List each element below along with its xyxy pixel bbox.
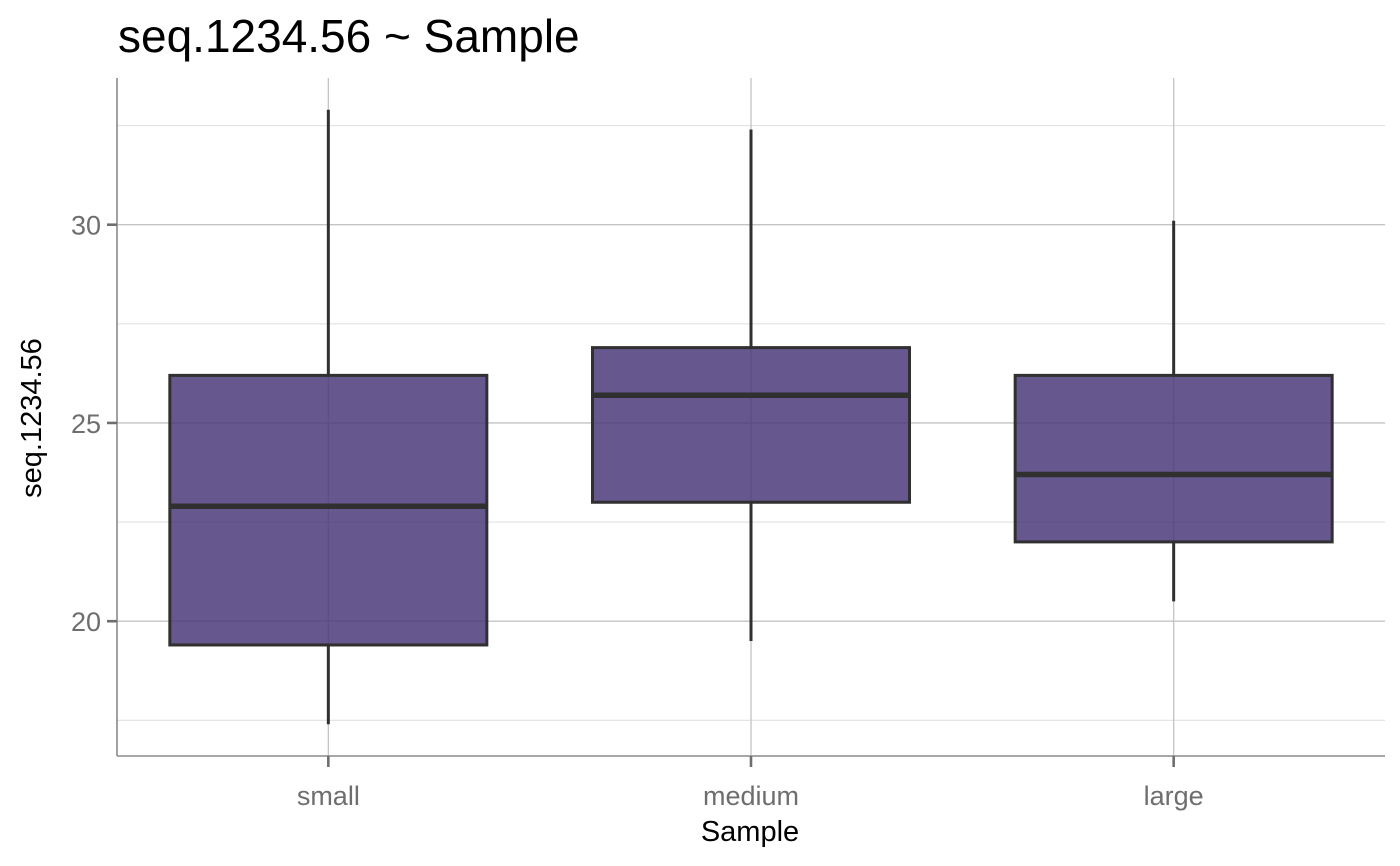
y-tick-label: 20 (71, 607, 101, 637)
x-tick-label: small (297, 781, 360, 811)
y-axis-ticks: 20 25 30 (71, 211, 117, 637)
box-body (1013, 373, 1334, 544)
y-axis-title: seq.1234.56 (16, 338, 48, 498)
x-tick-label: large (1144, 781, 1204, 811)
box-small (168, 109, 489, 725)
box-large (1013, 220, 1334, 602)
box-body (591, 346, 911, 504)
y-tick-label: 30 (71, 211, 101, 241)
x-axis-ticks: small medium large (297, 756, 1204, 811)
x-axis-title: Sample (701, 816, 799, 848)
chart-title: seq.1234.56 ~ Sample (118, 10, 580, 62)
box-series (168, 109, 1334, 725)
x-tick-label: medium (703, 781, 799, 811)
y-tick-label: 25 (71, 409, 101, 439)
box-body (168, 373, 489, 647)
box-medium (591, 129, 911, 642)
